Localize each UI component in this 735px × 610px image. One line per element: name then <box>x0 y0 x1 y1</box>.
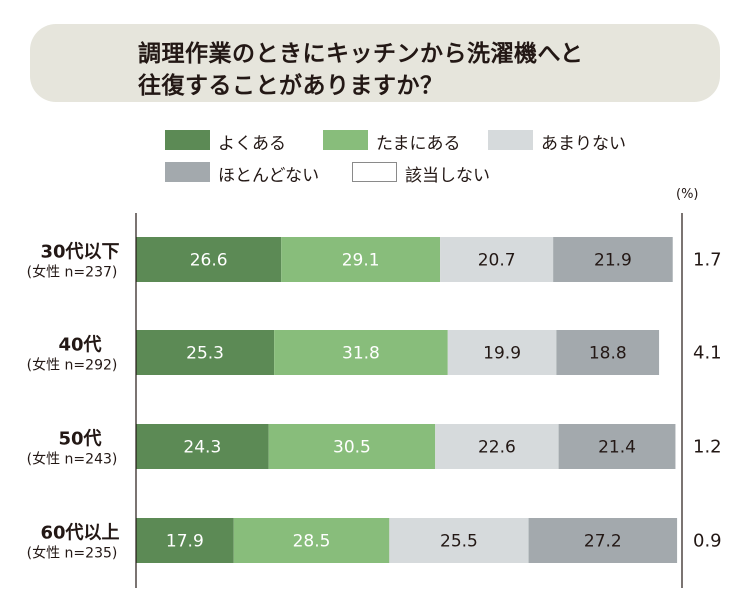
category-label-1: 40代 <box>58 335 101 356</box>
unit-label: (%) <box>676 187 699 202</box>
bar-label-rarely-2: 22.6 <box>478 438 516 458</box>
axes-group <box>135 213 683 588</box>
not-applicable-value-1: 4.1 <box>693 343 722 364</box>
labels-group: 26.6 29.1 20.7 21.9 1.7 30代以下(女性 n=237) 25.3 31… <box>27 242 722 562</box>
bar-hardly-1 <box>556 330 660 375</box>
bar-label-rarely-1: 19.9 <box>483 344 521 364</box>
bar-label-often-2: 24.3 <box>183 438 221 458</box>
bars-group <box>136 237 678 563</box>
bar-rarely-3 <box>389 518 529 563</box>
bar-label-sometimes-0: 29.1 <box>342 251 380 271</box>
bar-sometimes-2 <box>268 424 436 469</box>
bar-hardly-2 <box>558 424 676 469</box>
legend-swatch-hardly <box>165 162 210 182</box>
legend-label-rarely: あまりない <box>541 134 626 154</box>
bar-rarely-2 <box>435 424 559 469</box>
category-label-2: 50代 <box>58 429 101 450</box>
legend-swatch-not-applicable <box>352 162 397 182</box>
title-box: 調理作業のときにキッチンから洗濯機へと 往復することがありますか？ <box>30 24 720 102</box>
bar-sometimes-1 <box>274 330 448 375</box>
category-label-0: 30代以下 <box>40 242 119 263</box>
legend-swatch-rarely <box>488 130 533 150</box>
bar-label-rarely-0: 20.7 <box>478 251 516 271</box>
bar-often-0 <box>136 237 282 282</box>
bar-often-2 <box>136 424 269 469</box>
bar-rarely-0 <box>440 237 554 282</box>
category-subtitle-0: (女性 n=237) <box>27 264 118 281</box>
not-applicable-value-0: 1.7 <box>693 250 722 271</box>
bar-label-often-3: 17.9 <box>166 532 204 552</box>
not-applicable-value-2: 1.2 <box>693 437 722 458</box>
bar-label-sometimes-1: 31.8 <box>342 344 380 364</box>
legend-label-not-applicable: 該当しない <box>405 166 490 186</box>
legend-swatch-often <box>165 130 210 150</box>
bar-label-hardly-2: 21.4 <box>598 438 636 458</box>
bar-label-often-1: 25.3 <box>186 344 224 364</box>
bar-label-hardly-0: 21.9 <box>594 251 632 271</box>
category-subtitle-2: (女性 n=243) <box>27 451 118 468</box>
legend-label-often: よくある <box>218 134 286 154</box>
bar-often-1 <box>136 330 275 375</box>
category-label-3: 60代以上 <box>40 523 119 544</box>
bar-sometimes-0 <box>281 237 441 282</box>
legend-label-hardly: ほとんどない <box>218 166 320 186</box>
bar-label-rarely-3: 25.5 <box>440 532 478 552</box>
bar-rarely-1 <box>447 330 557 375</box>
bar-label-often-0: 26.6 <box>190 251 228 271</box>
category-subtitle-1: (女性 n=292) <box>27 357 118 374</box>
bar-sometimes-3 <box>233 518 390 563</box>
bar-label-sometimes-3: 28.5 <box>293 532 331 552</box>
bar-label-sometimes-2: 30.5 <box>333 438 371 458</box>
chart-title-line-2: 往復することがありますか？ <box>138 73 444 99</box>
bar-hardly-0 <box>553 237 673 282</box>
bar-label-hardly-1: 18.8 <box>589 344 627 364</box>
chart-title-line-1: 調理作業のときにキッチンから洗濯機へと <box>138 41 584 67</box>
bar-often-3 <box>136 518 234 563</box>
bar-hardly-3 <box>528 518 678 563</box>
legend-swatch-sometimes <box>323 130 368 150</box>
not-applicable-value-3: 0.9 <box>693 531 722 552</box>
legend-label-sometimes: たまにある <box>376 134 461 154</box>
bar-label-hardly-3: 27.2 <box>584 532 622 552</box>
category-subtitle-3: (女性 n=235) <box>27 545 118 562</box>
